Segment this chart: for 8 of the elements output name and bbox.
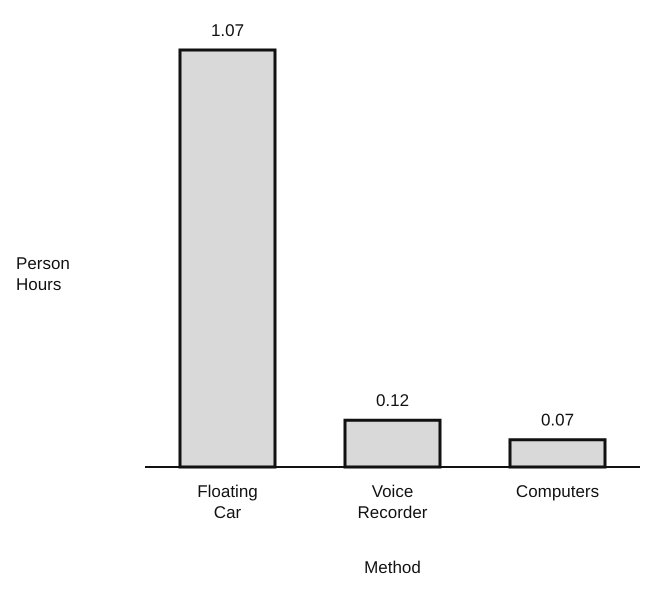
y-axis-title: Person Hours: [16, 253, 71, 295]
data-label: 0.12: [376, 391, 410, 410]
data-label: 0.07: [540, 410, 574, 430]
x-axis-title: Method: [364, 558, 421, 577]
x-tick-label: Voice Recorder: [358, 482, 428, 522]
data-label: 1.07: [210, 21, 244, 40]
x-tick-label: Computers: [516, 482, 600, 501]
x-tick-label: Floating Car: [197, 482, 258, 522]
